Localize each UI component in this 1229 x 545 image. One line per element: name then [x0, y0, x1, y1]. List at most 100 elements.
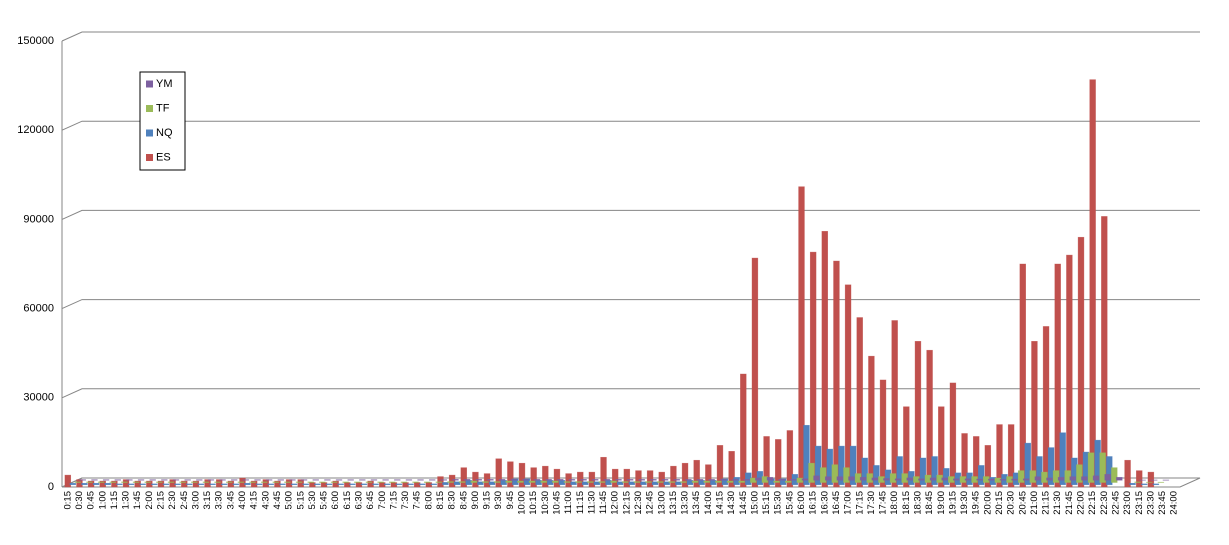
bar — [530, 467, 537, 488]
bar — [81, 482, 88, 486]
bar — [1069, 476, 1076, 481]
y-tick-label: 0 — [48, 481, 54, 493]
x-tick-label: 3:30 — [214, 491, 225, 510]
bar — [122, 479, 130, 488]
bar — [801, 478, 809, 481]
bar — [272, 481, 280, 483]
bar — [778, 479, 785, 481]
bar — [819, 467, 827, 483]
bar — [262, 479, 270, 488]
x-tick-label: 20:30 — [1006, 491, 1017, 515]
bar — [265, 479, 273, 481]
bar — [400, 481, 408, 483]
bar — [184, 479, 191, 481]
bar — [673, 479, 680, 481]
bar — [685, 479, 692, 481]
bar — [999, 479, 1007, 481]
bar — [221, 483, 228, 486]
legend-swatch — [146, 80, 153, 88]
x-tick-label: 6:30 — [353, 491, 364, 510]
x-tick-label: 7:45 — [412, 491, 423, 510]
bar — [1031, 341, 1038, 488]
bar — [1092, 475, 1100, 481]
x-tick-label: 0:45 — [86, 491, 97, 510]
bar — [1057, 476, 1065, 481]
bar — [691, 480, 699, 483]
bar — [86, 481, 93, 483]
bar — [1024, 442, 1031, 486]
bar — [1099, 452, 1106, 483]
bar — [126, 479, 133, 481]
x-tick-label: 14:15 — [715, 491, 726, 515]
grid-line — [61, 388, 1200, 399]
x-tick-label: 2:30 — [167, 491, 178, 510]
x-tick-label: 20:00 — [982, 491, 993, 515]
x-tick-label: 21:00 — [1029, 491, 1040, 515]
bar — [891, 320, 898, 488]
bar — [611, 468, 619, 488]
x-tick-label: 18:00 — [889, 491, 900, 515]
bar — [360, 483, 368, 486]
bar — [1147, 471, 1155, 488]
bar — [651, 481, 659, 486]
x-tick-label: 4:30 — [260, 491, 271, 510]
bar — [214, 481, 221, 483]
x-tick-label: 4:00 — [237, 491, 248, 510]
bar — [1089, 79, 1096, 488]
x-tick-label: 19:15 — [947, 491, 958, 515]
bar — [382, 479, 389, 481]
bar — [505, 480, 512, 483]
x-tick-label: 12:00 — [610, 491, 621, 515]
bar — [1042, 326, 1050, 488]
x-tick-label: 5:45 — [319, 491, 330, 510]
bar — [284, 481, 291, 483]
bar — [972, 436, 980, 488]
bar — [833, 260, 840, 488]
bar — [894, 478, 902, 481]
bar — [931, 456, 938, 486]
bar — [1022, 478, 1030, 481]
bar — [156, 481, 163, 483]
bar — [517, 480, 524, 483]
x-tick-label: 7:00 — [377, 491, 388, 510]
legend-box — [139, 71, 186, 171]
bar — [775, 439, 782, 488]
bar — [918, 478, 925, 481]
bar — [79, 479, 87, 481]
legend: YM TF NQ ES — [139, 71, 186, 171]
bar — [889, 473, 897, 483]
bar — [646, 470, 654, 488]
x-tick-label: 23:00 — [1122, 491, 1133, 515]
bar — [542, 465, 549, 488]
bar — [755, 477, 762, 481]
bar — [493, 481, 501, 483]
x-tick-label: 13:45 — [691, 491, 702, 515]
bar — [255, 483, 263, 486]
bar — [593, 481, 601, 486]
bar — [587, 481, 594, 483]
bar — [498, 479, 506, 481]
bar — [1124, 459, 1131, 488]
bar — [861, 457, 868, 486]
legend-swatch — [146, 154, 153, 161]
bar — [172, 479, 180, 481]
x-tick-label: 16:00 — [796, 491, 807, 515]
bar — [1036, 456, 1043, 486]
bar — [824, 476, 832, 481]
x-tick-label: 11:00 — [563, 491, 574, 514]
bar — [675, 481, 682, 486]
bar — [161, 479, 168, 481]
bar — [139, 483, 146, 486]
bar — [1077, 236, 1085, 488]
grid-line — [61, 120, 1200, 131]
bar — [731, 479, 739, 481]
x-tick-label: 15:00 — [749, 491, 760, 515]
bar — [1101, 216, 1108, 488]
bar — [848, 476, 855, 481]
bar — [809, 251, 817, 488]
bar — [522, 479, 529, 481]
bar — [470, 480, 477, 483]
bar — [207, 479, 215, 481]
x-tick-label: 4:45 — [272, 491, 283, 510]
